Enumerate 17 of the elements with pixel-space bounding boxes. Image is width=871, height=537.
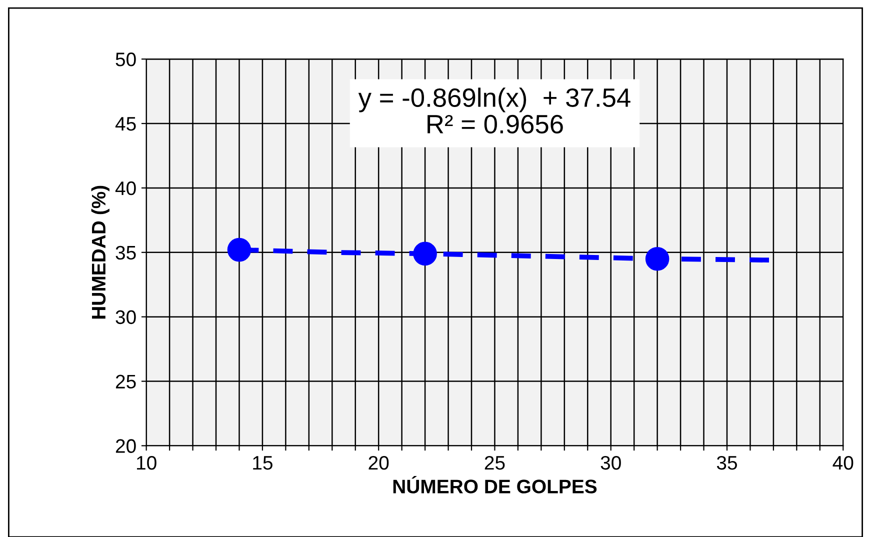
x-tick-label: 25	[484, 456, 505, 470]
y-tick-label: 30	[116, 310, 136, 324]
y-tick-label: 25	[116, 374, 136, 389]
x-axis-title: NÚMERO DE GOLPES	[393, 476, 597, 494]
x-tick-label: 40	[832, 456, 854, 470]
y-tick-label: 20	[116, 439, 136, 453]
y-tick-label: 50	[116, 52, 136, 66]
y-tick-label: 35	[116, 246, 136, 260]
x-tick-label: 20	[368, 456, 389, 470]
x-tick-label: 30	[600, 456, 621, 470]
y-tick-label: 40	[115, 181, 136, 196]
x-tick-label: 35	[716, 456, 737, 470]
x-tick-label: 15	[253, 456, 272, 470]
y-axis-title: HUMEDAD (%)	[91, 186, 110, 319]
x-tick-label: 10	[137, 456, 156, 470]
y-tick-label: 45	[115, 117, 136, 131]
annotation: y = -0.869ln(x) + 37.54 R² = 0.9656	[358, 88, 630, 134]
